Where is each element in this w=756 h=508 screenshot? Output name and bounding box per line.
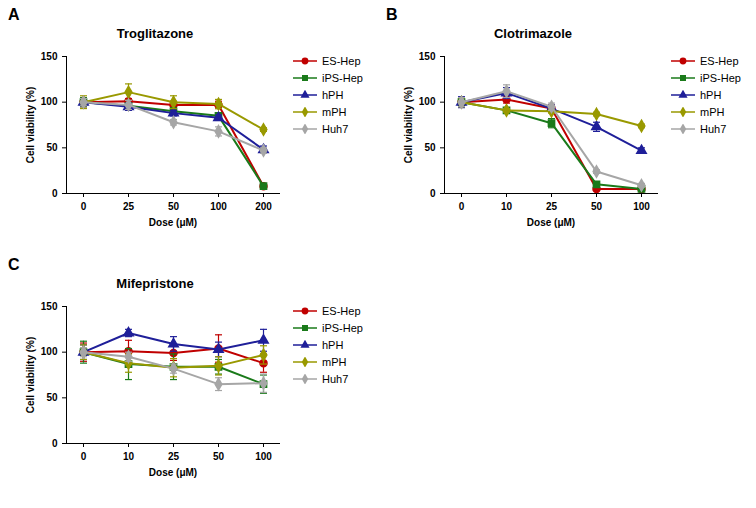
svg-text:25: 25 [168, 451, 180, 462]
svg-text:Cell viability (%): Cell viability (%) [25, 87, 36, 164]
svg-text:25: 25 [546, 201, 558, 212]
html-text:A: A [8, 6, 20, 23]
html-text:ES-Hep: ES-Hep [322, 54, 361, 67]
svg-text:150: 150 [41, 51, 58, 62]
html-text:iPS-Hep: iPS-Hep [322, 71, 363, 84]
svg-text:0: 0 [81, 451, 87, 462]
html-text:hPH: hPH [700, 88, 722, 101]
svg-text:150: 150 [419, 51, 436, 62]
svg-text:50: 50 [213, 451, 225, 462]
svg-text:0: 0 [52, 438, 58, 449]
svg-text:50: 50 [424, 142, 436, 153]
svg-text:200: 200 [255, 201, 272, 212]
svg-text:0: 0 [430, 188, 436, 199]
svg-text:100: 100 [210, 201, 227, 212]
html-text:hPH: hPH [322, 88, 344, 101]
html-text:Huh7: Huh7 [322, 122, 349, 135]
html-text:Clotrimazole: Clotrimazole [494, 26, 572, 41]
svg-text:100: 100 [255, 451, 272, 462]
svg-text:50: 50 [168, 201, 180, 212]
svg-text:150: 150 [41, 301, 58, 312]
html-text:hPH: hPH [322, 338, 344, 351]
html-text:ES-Hep: ES-Hep [700, 54, 739, 67]
svg-text:0: 0 [52, 188, 58, 199]
html-text:Huh7: Huh7 [322, 372, 349, 385]
html-text:iPS-Hep: iPS-Hep [700, 71, 741, 84]
svg-text:10: 10 [123, 451, 135, 462]
svg-text:100: 100 [41, 346, 58, 357]
html-text:mPH: mPH [700, 105, 725, 118]
svg-text:50: 50 [46, 392, 58, 403]
svg-text:10: 10 [501, 201, 513, 212]
svg-text:Cell viability (%): Cell viability (%) [403, 87, 414, 164]
html-text:mPH: mPH [322, 105, 347, 118]
svg-text:Dose (μM): Dose (μM) [149, 467, 197, 478]
html-text:Mifepristone: Mifepristone [116, 276, 194, 291]
html-text:C: C [8, 256, 20, 273]
svg-text:Cell viability (%): Cell viability (%) [25, 337, 36, 414]
svg-text:0: 0 [81, 201, 87, 212]
html-text:Huh7: Huh7 [700, 122, 727, 135]
svg-text:50: 50 [591, 201, 603, 212]
html-text:iPS-Hep: iPS-Hep [322, 321, 363, 334]
html-text:B: B [386, 6, 398, 23]
svg-text:0: 0 [459, 201, 465, 212]
html-text:ES-Hep: ES-Hep [322, 304, 361, 317]
svg-text:100: 100 [633, 201, 650, 212]
svg-text:100: 100 [419, 96, 436, 107]
svg-text:50: 50 [46, 142, 58, 153]
svg-text:Dose (μM): Dose (μM) [527, 217, 575, 228]
html-text:Troglitazone: Troglitazone [116, 26, 194, 41]
svg-text:25: 25 [123, 201, 135, 212]
html-text:mPH: mPH [322, 355, 347, 368]
svg-text:100: 100 [41, 96, 58, 107]
svg-text:Dose (μM): Dose (μM) [149, 217, 197, 228]
